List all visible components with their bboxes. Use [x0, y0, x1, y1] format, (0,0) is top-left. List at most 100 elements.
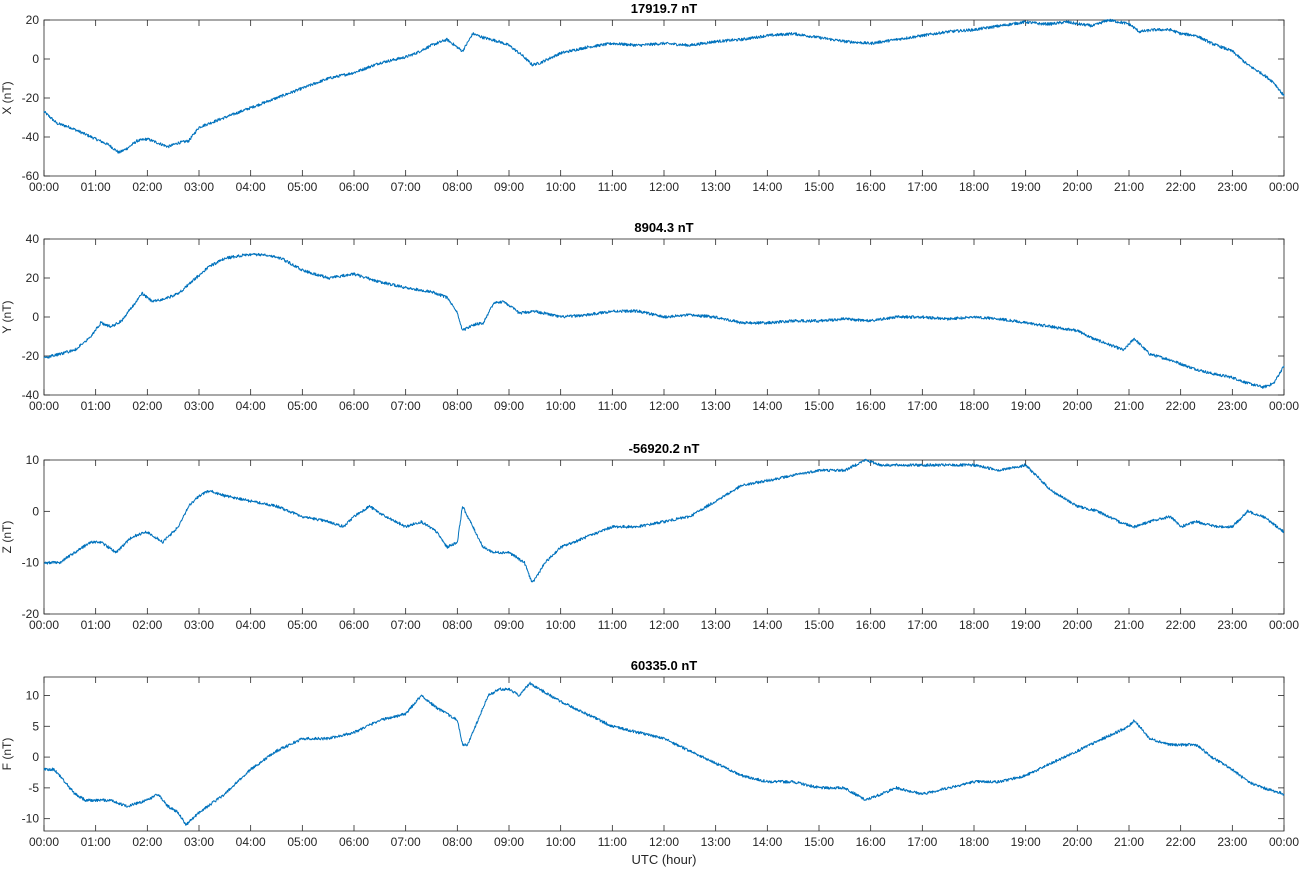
x-tick-label: 21:00: [1114, 618, 1144, 632]
x-tick-label: 16:00: [856, 835, 886, 849]
y-tick-label: -20: [22, 91, 40, 105]
x-tick-label: 23:00: [1217, 180, 1247, 194]
x-tick-label: 06:00: [339, 618, 369, 632]
y-axis-label-1: Y (nT): [0, 300, 14, 333]
y-tick-label: 10: [26, 453, 40, 467]
x-tick-label: 02:00: [132, 835, 162, 849]
x-tick-label: 10:00: [546, 180, 576, 194]
x-tick-label: 05:00: [287, 180, 317, 194]
x-tick-label: 00:00: [29, 618, 59, 632]
x-tick-label: 05:00: [287, 618, 317, 632]
series-line-0: [43, 18, 1285, 154]
y-tick-label: 5: [32, 719, 39, 733]
y-tick-label: 0: [32, 504, 39, 518]
x-tick-label: 04:00: [236, 399, 266, 413]
axes-box-3: [43, 676, 1285, 832]
x-tick-label: 06:00: [339, 180, 369, 194]
y-tick-label: 20: [26, 13, 40, 27]
x-tick-label: 07:00: [391, 399, 421, 413]
x-tick-label: 12:00: [649, 399, 679, 413]
y-tick-label: -10: [22, 556, 40, 570]
x-tick-label: 00:00: [29, 835, 59, 849]
y-axis-label-3: F (nT): [0, 738, 14, 771]
x-tick-label: 21:00: [1114, 180, 1144, 194]
x-tick-label: 15:00: [804, 835, 834, 849]
x-tick-label: 14:00: [752, 835, 782, 849]
x-tick-label: 02:00: [132, 618, 162, 632]
x-tick-label: 05:00: [287, 835, 317, 849]
x-tick-label: 22:00: [1166, 180, 1196, 194]
x-tick-label: 19:00: [1011, 399, 1041, 413]
x-tick-label: 09:00: [494, 399, 524, 413]
x-tick-label: 18:00: [959, 180, 989, 194]
y-tick-label: -40: [22, 388, 40, 402]
x-tick-label: 11:00: [598, 835, 627, 849]
x-tick-label: 18:00: [959, 399, 989, 413]
x-tick-label: 20:00: [1062, 618, 1092, 632]
y-tick-label: -5: [28, 781, 39, 795]
y-tick-label: -20: [22, 349, 40, 363]
y-tick-label: -40: [22, 130, 40, 144]
x-tick-label: 17:00: [907, 399, 937, 413]
x-tick-label: 21:00: [1114, 399, 1144, 413]
x-tick-label: 16:00: [856, 618, 886, 632]
x-tick-label: 10:00: [546, 835, 576, 849]
x-tick-label: 11:00: [598, 618, 627, 632]
x-tick-label: 02:00: [132, 180, 162, 194]
x-tick-label: 17:00: [907, 618, 937, 632]
y-axis-label-0: X (nT): [0, 81, 14, 114]
y-tick-label: 0: [32, 750, 39, 764]
x-tick-label: 11:00: [598, 180, 627, 194]
x-tick-label: 20:00: [1062, 399, 1092, 413]
x-tick-label: 07:00: [391, 835, 421, 849]
x-tick-label: 17:00: [907, 835, 937, 849]
y-tick-label: -10: [22, 812, 40, 826]
x-tick-label: 15:00: [804, 618, 834, 632]
x-tick-label: 04:00: [236, 618, 266, 632]
x-tick-label: 23:00: [1217, 618, 1247, 632]
x-tick-label: 15:00: [804, 399, 834, 413]
x-tick-label: 19:00: [1011, 618, 1041, 632]
y-tick-label: 10: [26, 688, 40, 702]
x-tick-label: 10:00: [546, 618, 576, 632]
y-tick-label: 0: [32, 310, 39, 324]
x-tick-label: 16:00: [856, 180, 886, 194]
x-tick-label: 22:00: [1166, 835, 1196, 849]
chart-title-3: 60335.0 nT: [631, 658, 698, 673]
y-tick-label: -60: [22, 169, 40, 183]
x-tick-label: 18:00: [959, 835, 989, 849]
x-tick-label: 15:00: [804, 180, 834, 194]
x-tick-label: 21:00: [1114, 835, 1144, 849]
x-tick-label: 13:00: [701, 180, 731, 194]
x-tick-label: 23:00: [1217, 399, 1247, 413]
x-tick-label: 11:00: [598, 399, 627, 413]
x-tick-label: 04:00: [236, 180, 266, 194]
x-tick-label: 06:00: [339, 835, 369, 849]
x-tick-label: 20:00: [1062, 180, 1092, 194]
series-line-1: [43, 252, 1285, 389]
x-tick-label: 13:00: [701, 618, 731, 632]
x-tick-label: 14:00: [752, 399, 782, 413]
y-tick-label: 40: [26, 232, 40, 246]
x-tick-label: 00:00: [29, 399, 59, 413]
x-tick-label: 08:00: [442, 835, 472, 849]
x-tick-label: 03:00: [184, 180, 214, 194]
x-tick-label: 00:00: [1269, 399, 1299, 413]
x-tick-label: 02:00: [132, 399, 162, 413]
series-line-2: [43, 458, 1285, 583]
x-tick-label: 00:00: [1269, 618, 1299, 632]
x-tick-label: 08:00: [442, 399, 472, 413]
x-tick-label: 23:00: [1217, 835, 1247, 849]
axes-box-2: [43, 459, 1285, 615]
x-tick-label: 07:00: [391, 618, 421, 632]
x-tick-label: 07:00: [391, 180, 421, 194]
y-tick-label: 20: [26, 271, 40, 285]
x-tick-label: 13:00: [701, 835, 731, 849]
y-axis-label-2: Z (nT): [0, 521, 14, 554]
x-tick-label: 14:00: [752, 618, 782, 632]
x-tick-label: 09:00: [494, 618, 524, 632]
x-tick-label: 20:00: [1062, 835, 1092, 849]
x-tick-label: 08:00: [442, 618, 472, 632]
x-tick-label: 08:00: [442, 180, 472, 194]
x-tick-label: 13:00: [701, 399, 731, 413]
